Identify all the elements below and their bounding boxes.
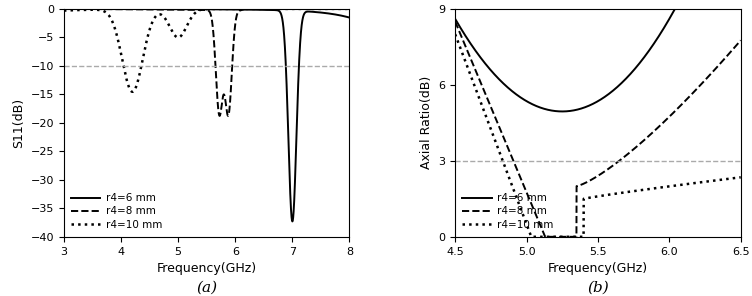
- X-axis label: Frequency(GHz): Frequency(GHz): [548, 262, 648, 275]
- r4=6 mm: [272, 9, 281, 12]
- r4=10 mm: [728, 176, 737, 180]
- Line: r4=10 mm: r4=10 mm: [64, 9, 350, 92]
- r4=8 mm: [728, 48, 737, 52]
- r4=6 mm: [288, 220, 297, 223]
- Text: (b): (b): [587, 281, 609, 295]
- Legend: r4=6 mm, r4=8 mm, r4=10 mm: r4=6 mm, r4=8 mm, r4=10 mm: [460, 191, 555, 231]
- r4=10 mm: [220, 7, 229, 11]
- r4=8 mm: [465, 55, 475, 58]
- r4=10 mm: [465, 71, 475, 75]
- r4=10 mm: [736, 176, 745, 179]
- r4=8 mm: [231, 22, 240, 26]
- Line: r4=8 mm: r4=8 mm: [455, 22, 741, 237]
- Line: r4=6 mm: r4=6 mm: [455, 9, 741, 111]
- r4=10 mm: [450, 33, 459, 36]
- r4=6 mm: [465, 41, 475, 44]
- r4=10 mm: [294, 7, 303, 11]
- r4=6 mm: [231, 8, 240, 11]
- r4=6 mm: [728, 7, 737, 11]
- Legend: r4=6 mm, r4=8 mm, r4=10 mm: r4=6 mm, r4=8 mm, r4=10 mm: [69, 191, 164, 231]
- r4=6 mm: [294, 68, 303, 72]
- r4=6 mm: [168, 7, 177, 11]
- r4=6 mm: [111, 7, 120, 11]
- r4=8 mm: [223, 114, 232, 118]
- Line: r4=6 mm: r4=6 mm: [64, 9, 350, 221]
- X-axis label: Frequency(GHz): Frequency(GHz): [156, 262, 256, 275]
- r4=8 mm: [345, 7, 354, 11]
- Line: r4=8 mm: r4=8 mm: [64, 9, 350, 116]
- Y-axis label: S11(dB): S11(dB): [12, 98, 25, 148]
- r4=10 mm: [168, 31, 177, 35]
- r4=6 mm: [59, 7, 68, 11]
- r4=6 mm: [558, 110, 567, 113]
- r4=6 mm: [582, 105, 591, 108]
- r4=8 mm: [272, 7, 281, 11]
- r4=8 mm: [541, 235, 550, 239]
- r4=6 mm: [676, 7, 685, 11]
- r4=8 mm: [728, 48, 737, 52]
- Y-axis label: Axial Ratio(dB): Axial Ratio(dB): [420, 76, 432, 170]
- r4=10 mm: [272, 7, 281, 11]
- Text: (a): (a): [196, 281, 217, 295]
- r4=10 mm: [59, 9, 68, 12]
- r4=10 mm: [728, 176, 737, 180]
- r4=6 mm: [345, 16, 354, 19]
- r4=6 mm: [450, 17, 459, 21]
- r4=10 mm: [245, 7, 254, 11]
- r4=10 mm: [527, 235, 536, 239]
- r4=10 mm: [582, 197, 591, 200]
- r4=6 mm: [590, 102, 599, 105]
- r4=10 mm: [345, 7, 354, 11]
- r4=10 mm: [231, 7, 240, 11]
- r4=6 mm: [728, 7, 737, 11]
- r4=8 mm: [675, 104, 684, 108]
- r4=8 mm: [582, 181, 591, 184]
- r4=6 mm: [671, 7, 680, 11]
- r4=8 mm: [294, 7, 303, 11]
- r4=8 mm: [111, 7, 120, 11]
- r4=8 mm: [590, 176, 599, 180]
- r4=8 mm: [450, 20, 459, 23]
- r4=10 mm: [128, 90, 137, 94]
- Line: r4=10 mm: r4=10 mm: [455, 34, 741, 237]
- r4=10 mm: [675, 183, 684, 187]
- r4=8 mm: [245, 7, 254, 11]
- r4=8 mm: [59, 7, 68, 11]
- r4=6 mm: [245, 8, 254, 11]
- r4=8 mm: [736, 38, 745, 42]
- r4=6 mm: [736, 7, 745, 11]
- r4=10 mm: [111, 30, 120, 33]
- r4=8 mm: [168, 8, 177, 12]
- r4=10 mm: [590, 195, 599, 199]
